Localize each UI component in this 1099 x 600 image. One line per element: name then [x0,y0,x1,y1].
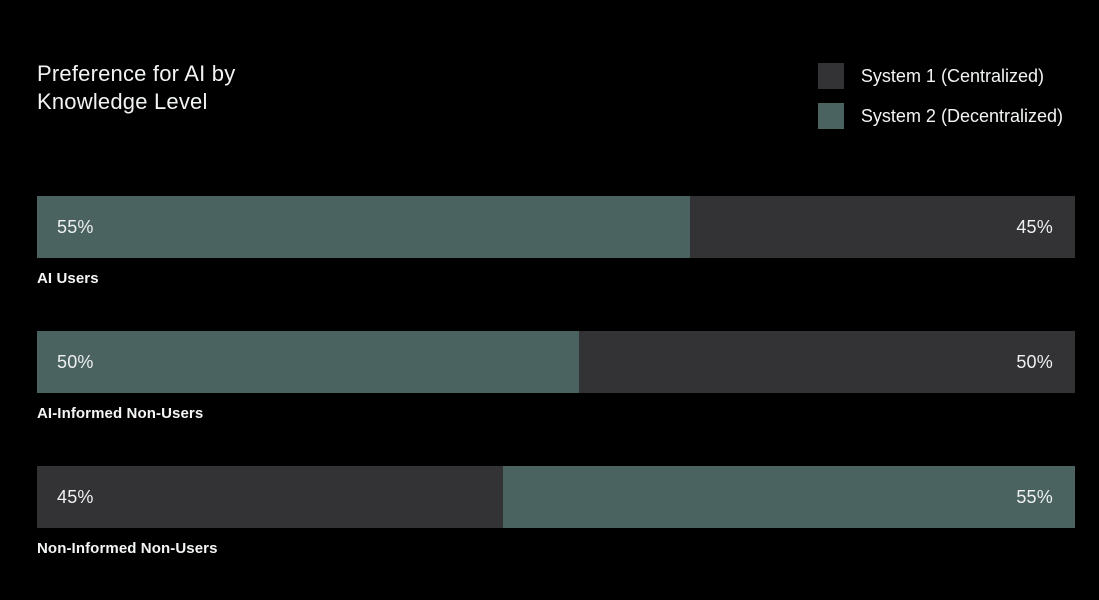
legend-label-system1: System 1 (Centralized) [860,65,1044,86]
chart-title-line-1: Preference for AI by [37,61,236,86]
legend: System 1 (Centralized) System 2 (Decentra… [817,63,1063,129]
bar-row: 50% 50% AI-Informed Non-Users [37,331,1075,423]
category-label: AI Users [37,270,99,287]
bar-segment-system1: 45% [37,466,504,528]
category-label: AI-Informed Non-Users [37,405,204,422]
segment-value-label: 50% [57,351,94,372]
segment-value-label: 55% [1016,486,1053,507]
bar-segment-system1: 45% [689,196,1075,258]
legend-item-system1: System 1 (Centralized) [817,63,1063,89]
bar-segment-system2: 55% [503,466,1075,528]
category-label: Non-Informed Non-Users [37,540,218,557]
bar-row: 55% 45% AI Users [37,196,1075,288]
bar-chart: 55% 45% AI Users 50% 50% AI-Informed Non-User… [37,196,1075,558]
segment-value-label: 45% [57,486,94,507]
chart-title: Preference for AI by Knowledge Level [37,60,235,116]
bar-row: 45% 55% Non-Informed Non-Users [37,466,1075,558]
stacked-bar: 50% 50% [37,331,1075,393]
stacked-bar: 55% 45% [37,196,1075,258]
segment-value-label: 45% [1016,216,1053,237]
chart-header: Preference for AI by Knowledge Level Sys… [37,60,1063,129]
bar-segment-system2: 55% [37,196,690,258]
legend-item-system2: System 2 (Decentralized) [817,103,1063,129]
stacked-bar: 45% 55% [37,466,1075,528]
bar-segment-system1: 50% [578,331,1075,393]
legend-swatch-system2 [817,103,844,129]
legend-label-system2: System 2 (Decentralized) [860,105,1063,126]
bar-segment-system2: 50% [37,331,579,393]
segment-value-label: 50% [1016,351,1053,372]
chart-title-line-2: Knowledge Level [37,89,208,114]
segment-value-label: 55% [57,216,94,237]
legend-swatch-system1 [817,63,844,89]
